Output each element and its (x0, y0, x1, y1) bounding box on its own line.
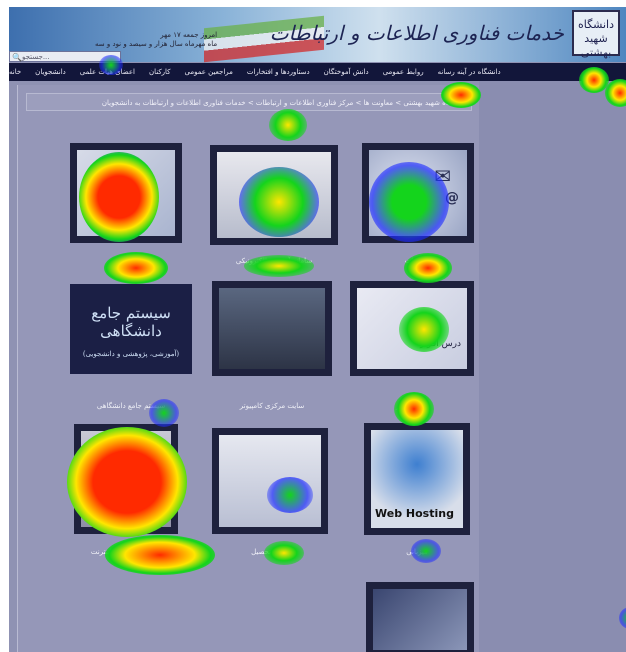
network-illustration (219, 435, 321, 527)
search-placeholder: جستجو... (22, 53, 50, 61)
tile-caption-university-system[interactable]: سیستم جامع دانشگاهی (96, 402, 166, 410)
university-logo[interactable]: دانشگاه شهید بهشتی (572, 10, 620, 59)
bottom-service-photo (373, 589, 467, 650)
tile-caption-e-learning[interactable]: سامانه آموزش الکترونیکی (235, 257, 313, 265)
graduation-illustration (217, 152, 331, 238)
nav-item-students[interactable]: دانشجویان (35, 68, 66, 76)
envelope-icon: ✉ (434, 164, 451, 188)
tile-courseware[interactable]: درس افزار (350, 281, 474, 376)
tile-university-system[interactable]: سیستم جامع دانشگاهی (آموزشی، پژوهشی و دا… (70, 284, 192, 374)
page: دانشگاه شهید بهشتی خدمات فناوری اطلاعات … (9, 7, 626, 652)
date-line-1: امروز جمعه ۱۷ مهر (160, 31, 218, 39)
tile-vpn[interactable]: VPN (74, 424, 178, 534)
university-system-subtitle: (آموزشی، پژوهشی و دانشجویی) (82, 350, 180, 358)
tile-caption-courseware[interactable]: درس افزار (396, 402, 428, 410)
contact-illustration: ✉ @ (369, 150, 467, 236)
computer-lab-photo (219, 288, 325, 369)
tile-caption-web-hosting[interactable]: میزبانی (406, 548, 428, 556)
breadcrumb[interactable]: دانشگاه شهید بهشتی > معاونت ها > مرکز فن… (26, 93, 472, 111)
nav-item-staff[interactable]: کارکنان (148, 68, 171, 76)
tile-caption-contests[interactable]: مسابقات (404, 257, 432, 265)
at-sign-icon: @ (445, 190, 459, 206)
nav-item-media[interactable]: دانشگاه در آینه رسانه (437, 68, 501, 76)
tile-education-network[interactable] (212, 428, 328, 534)
search-icon[interactable]: 🔍 (12, 53, 22, 62)
tile-caption-education-network[interactable]: شبکه تحصیل (251, 548, 289, 556)
date-display: امروز جمعه ۱۷ مهر ماه مهرماه سال هزار و … (95, 31, 217, 49)
main-content: دانشگاه شهید بهشتی > معاونت ها > مرکز فن… (17, 85, 481, 652)
search-input[interactable]: 🔍 جستجو... (9, 51, 121, 62)
nav-item-public-relations[interactable]: روابط عمومی (382, 68, 424, 76)
tile-caption-email[interactable]: ایمیل (118, 257, 134, 265)
tile-computer-site[interactable] (212, 281, 332, 376)
vpn-illustration: VPN (81, 431, 171, 527)
tile-bottom-service[interactable] (366, 582, 474, 652)
right-sidebar (479, 81, 626, 652)
tile-web-hosting[interactable]: Web Hosting (364, 423, 470, 535)
tile-contests[interactable]: ✉ @ (362, 143, 474, 243)
tile-caption-computer-site[interactable]: سایت مرکزی کامپیوتر (239, 402, 305, 410)
web-hosting-illustration: Web Hosting (371, 430, 463, 528)
date-line-2: ماه مهرماه سال هزار و سیصد و نود و سه (95, 40, 218, 48)
site-title[interactable]: خدمات فناوری اطلاعات و ارتباطات (269, 21, 564, 45)
nav-item-home[interactable]: خانه (9, 68, 22, 76)
courseware-illustration: درس افزار (357, 288, 467, 369)
nav-item-achievements[interactable]: دستاوردها و افتخارات (246, 68, 310, 76)
vpn-label: VPN (101, 483, 155, 509)
web-hosting-label: Web Hosting (375, 507, 454, 520)
tile-e-learning[interactable] (210, 145, 338, 245)
nav-item-alumni[interactable]: دانش آموختگان (323, 68, 369, 76)
tile-email-service[interactable] (70, 143, 182, 243)
university-system-banner: سیستم جامع دانشگاهی (آموزشی، پژوهشی و دا… (70, 284, 192, 374)
tile-caption-vpn[interactable]: VPN و اتصال به اینترنت (90, 548, 162, 556)
nav-item-faculty[interactable]: اعضای هیات علمی (79, 68, 135, 76)
email-illustration (77, 150, 175, 236)
main-nav: خانه دانشجویان اعضای هیات علمی کارکنان م… (9, 63, 626, 81)
header: دانشگاه شهید بهشتی خدمات فناوری اطلاعات … (9, 7, 626, 63)
nav-item-public[interactable]: مراجعین عمومی (184, 68, 233, 76)
university-system-title: سیستم جامع دانشگاهی (91, 304, 171, 340)
courseware-label: درس افزار (420, 339, 461, 349)
